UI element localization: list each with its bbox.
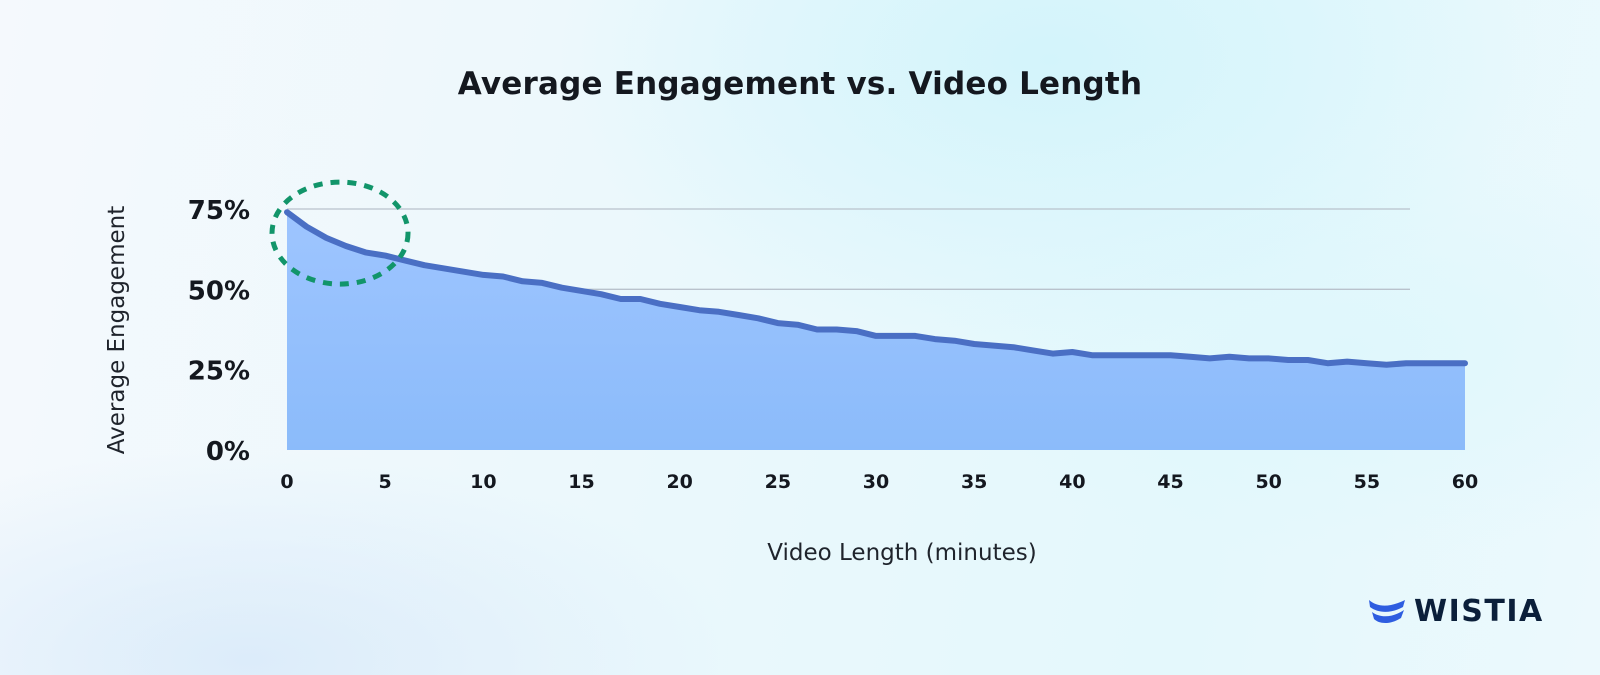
x-tick-label: 50 bbox=[1255, 471, 1281, 493]
x-tick-label: 0 bbox=[280, 471, 293, 493]
x-tick-label: 35 bbox=[961, 471, 987, 493]
y-axis-ticks: 0% 25% 50% 75% bbox=[188, 196, 250, 467]
x-axis-label: Video Length (minutes) bbox=[767, 540, 1036, 566]
x-tick-label: 25 bbox=[765, 471, 791, 493]
logo-text: WISTIA bbox=[1414, 593, 1544, 629]
x-tick-label: 15 bbox=[568, 471, 594, 493]
y-tick-label: 25% bbox=[188, 357, 250, 387]
x-tick-label: 5 bbox=[379, 471, 392, 493]
x-tick-label: 10 bbox=[470, 471, 496, 493]
wistia-logo: WISTIA bbox=[1368, 593, 1544, 629]
x-tick-label: 20 bbox=[666, 471, 692, 493]
chart-title: Average Engagement vs. Video Length bbox=[457, 66, 1143, 102]
engagement-line bbox=[284, 209, 1468, 368]
y-tick-label: 75% bbox=[188, 196, 250, 226]
engagement-area bbox=[287, 212, 1465, 450]
y-tick-label: 0% bbox=[206, 437, 250, 467]
x-tick-label: 30 bbox=[863, 471, 889, 493]
y-axis-label: Average Engagement bbox=[104, 206, 130, 454]
x-tick-label: 45 bbox=[1157, 471, 1183, 493]
highlight-circle bbox=[269, 179, 411, 287]
x-tick-label: 40 bbox=[1059, 471, 1085, 493]
x-axis-ticks: 0 5 10 15 20 25 30 35 40 45 50 55 60 bbox=[280, 471, 1478, 493]
y-tick-label: 50% bbox=[188, 276, 250, 306]
wistia-wave-icon bbox=[1369, 600, 1405, 623]
x-tick-label: 55 bbox=[1354, 471, 1380, 493]
x-tick-label: 60 bbox=[1452, 471, 1478, 493]
